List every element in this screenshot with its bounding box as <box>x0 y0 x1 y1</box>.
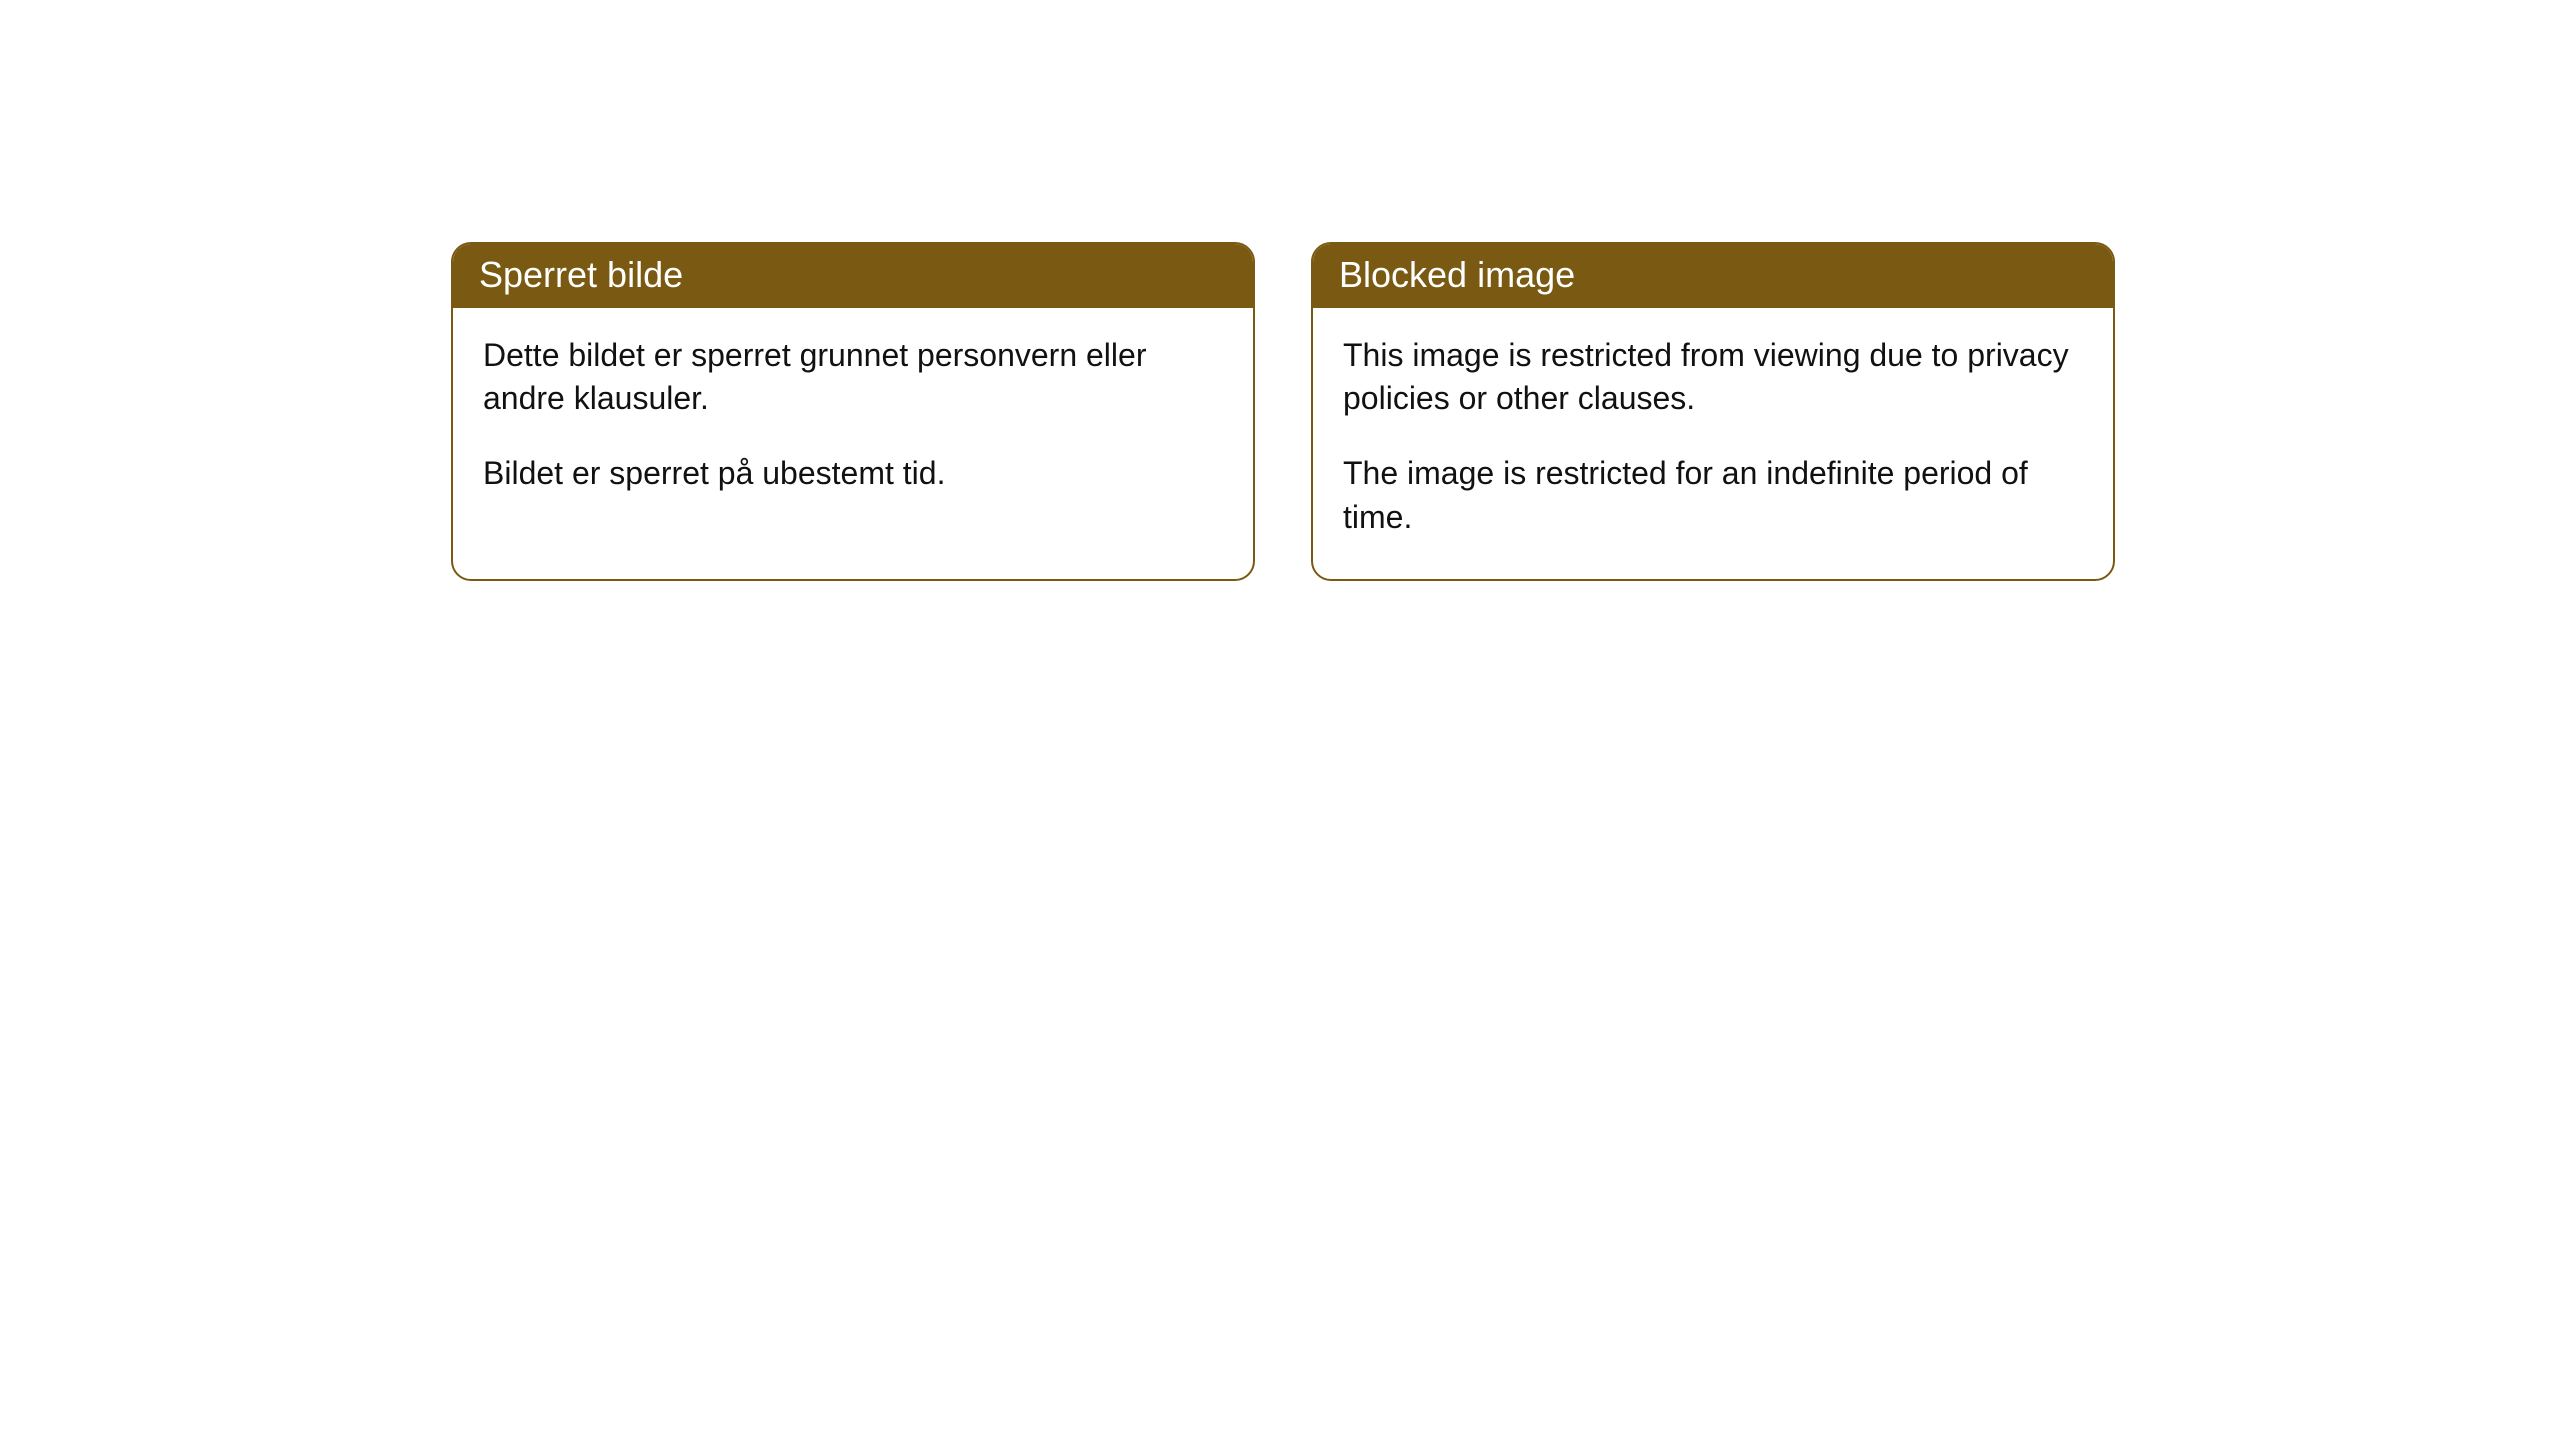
blocked-image-card-en: Blocked image This image is restricted f… <box>1311 242 2115 581</box>
card-header-no: Sperret bilde <box>453 244 1253 308</box>
card-header-en: Blocked image <box>1313 244 2113 308</box>
card-body-no: Dette bildet er sperret grunnet personve… <box>453 308 1253 536</box>
card-body-en: This image is restricted from viewing du… <box>1313 308 2113 579</box>
card-text-no-1: Dette bildet er sperret grunnet personve… <box>483 334 1223 420</box>
card-text-en-1: This image is restricted from viewing du… <box>1343 334 2083 420</box>
cards-container: Sperret bilde Dette bildet er sperret gr… <box>0 0 2560 581</box>
blocked-image-card-no: Sperret bilde Dette bildet er sperret gr… <box>451 242 1255 581</box>
card-text-en-2: The image is restricted for an indefinit… <box>1343 452 2083 538</box>
card-text-no-2: Bildet er sperret på ubestemt tid. <box>483 452 1223 495</box>
